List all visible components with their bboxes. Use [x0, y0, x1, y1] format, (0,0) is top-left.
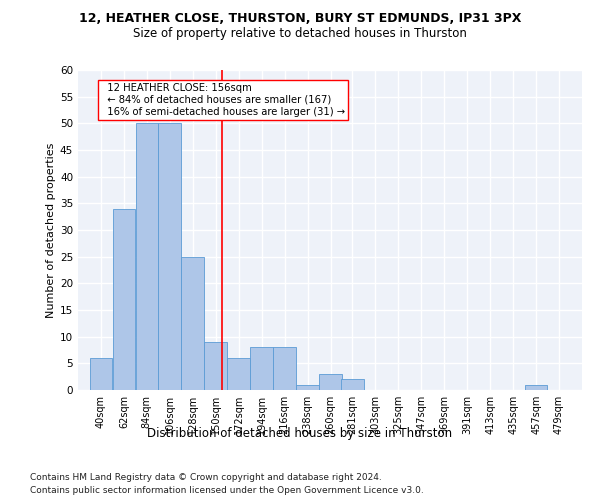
Text: Size of property relative to detached houses in Thurston: Size of property relative to detached ho… — [133, 28, 467, 40]
Text: Contains public sector information licensed under the Open Government Licence v3: Contains public sector information licen… — [30, 486, 424, 495]
Text: 12 HEATHER CLOSE: 156sqm
  ← 84% of detached houses are smaller (167)
  16% of s: 12 HEATHER CLOSE: 156sqm ← 84% of detach… — [101, 84, 345, 116]
Bar — [227, 358, 250, 390]
Text: Contains HM Land Registry data © Crown copyright and database right 2024.: Contains HM Land Registry data © Crown c… — [30, 472, 382, 482]
Bar — [319, 374, 342, 390]
Text: Distribution of detached houses by size in Thurston: Distribution of detached houses by size … — [148, 428, 452, 440]
Bar — [89, 358, 112, 390]
Y-axis label: Number of detached properties: Number of detached properties — [46, 142, 56, 318]
Bar — [181, 256, 204, 390]
Bar — [525, 384, 547, 390]
Bar — [158, 124, 181, 390]
Bar — [136, 124, 158, 390]
Bar — [341, 380, 364, 390]
Bar — [113, 208, 135, 390]
Bar — [296, 384, 319, 390]
Bar — [205, 342, 227, 390]
Text: 12, HEATHER CLOSE, THURSTON, BURY ST EDMUNDS, IP31 3PX: 12, HEATHER CLOSE, THURSTON, BURY ST EDM… — [79, 12, 521, 26]
Bar — [250, 348, 273, 390]
Bar — [273, 348, 296, 390]
